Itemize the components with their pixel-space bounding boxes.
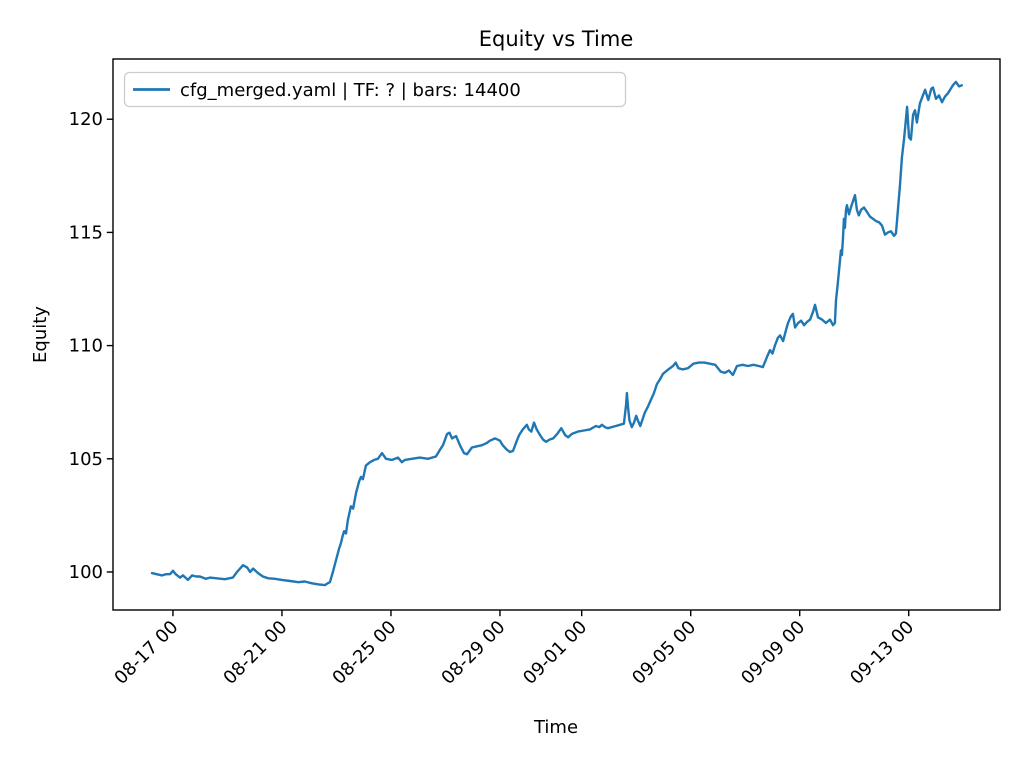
y-tick-label: 115 — [69, 222, 103, 243]
x-tick-label: 08-25 00 — [328, 617, 400, 689]
equity-line-series — [150, 80, 963, 587]
y-tick-label: 100 — [69, 562, 103, 583]
y-axis-label: Equity — [30, 306, 51, 363]
chart-title: Equity vs Time — [479, 27, 634, 51]
x-tick-label: 09-09 00 — [737, 617, 809, 689]
x-tick-label: 09-13 00 — [846, 617, 918, 689]
x-tick-label: 08-21 00 — [219, 617, 291, 689]
plot-area — [113, 59, 1000, 610]
x-tick-label: 08-29 00 — [437, 617, 509, 689]
y-tick-label: 110 — [69, 336, 103, 357]
data-series — [150, 80, 963, 587]
legend-entry-label: cfg_merged.yaml | TF: ? | bars: 14400 — [180, 80, 521, 101]
x-tick-label: 09-05 00 — [628, 617, 700, 689]
x-tick-label: 08-17 00 — [110, 617, 182, 689]
x-tick-label: 09-01 00 — [519, 617, 591, 689]
x-axis-label: Time — [533, 717, 578, 738]
legend: cfg_merged.yaml | TF: ? | bars: 14400 — [123, 71, 627, 108]
y-tick-label: 105 — [69, 449, 103, 470]
y-tick-label: 120 — [69, 109, 103, 130]
plot-border — [112, 58, 1001, 611]
legend-box — [123, 71, 627, 108]
